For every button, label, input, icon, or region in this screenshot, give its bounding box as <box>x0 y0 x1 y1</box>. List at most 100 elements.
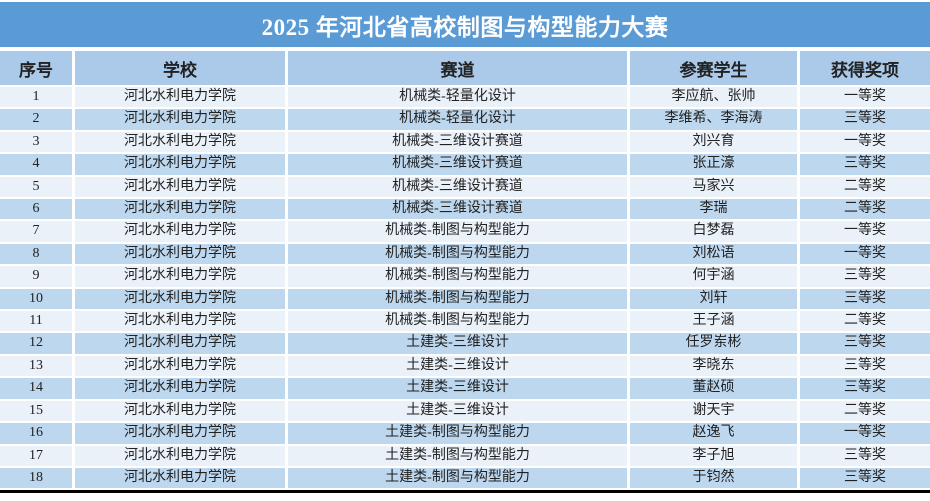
cell-award: 一等奖 <box>800 243 930 267</box>
table-row: 3 河北水利电力学院 机械类-三维设计赛道 刘兴育 一等奖 <box>0 131 930 155</box>
cell-school: 河北水利电力学院 <box>75 154 288 177</box>
cell-award: 一等奖 <box>800 87 930 110</box>
cell-track: 机械类-轻量化设计 <box>288 109 630 132</box>
table-row: 7 河北水利电力学院 机械类-制图与构型能力 白梦磊 一等奖 <box>0 221 930 244</box>
cell-school: 河北水利电力学院 <box>75 87 288 110</box>
cell-index: 2 <box>0 109 75 132</box>
cell-track: 土建类-三维设计 <box>288 400 630 424</box>
cell-school: 河北水利电力学院 <box>75 355 288 379</box>
cell-award: 三等奖 <box>800 266 930 289</box>
cell-award: 三等奖 <box>800 445 930 468</box>
cell-students: 张正濠 <box>630 154 800 177</box>
cell-school: 河北水利电力学院 <box>75 266 288 289</box>
cell-award: 三等奖 <box>800 154 930 177</box>
cell-students: 李维希、李海涛 <box>630 109 800 132</box>
page-title: 2025 年河北省高校制图与构型能力大赛 <box>261 14 669 40</box>
cell-students: 何宇涵 <box>630 266 800 289</box>
awards-table-container: 序号 学校 赛道 参赛学生 获得奖项 1 河北水利电力学院 机械类-轻量化设计 李应航… <box>0 51 930 494</box>
cell-track: 机械类-三维设计赛道 <box>288 154 630 177</box>
cell-index: 7 <box>0 221 75 244</box>
cell-index: 16 <box>0 423 75 446</box>
cell-track: 机械类-制图与构型能力 <box>288 311 630 334</box>
cell-students: 刘轩 <box>630 288 800 312</box>
cell-track: 机械类-制图与构型能力 <box>288 288 630 312</box>
awards-table: 序号 学校 赛道 参赛学生 获得奖项 1 河北水利电力学院 机械类-轻量化设计 李应航… <box>0 51 930 491</box>
table-header: 序号 学校 赛道 参赛学生 获得奖项 <box>0 51 930 87</box>
cell-award: 二等奖 <box>800 400 930 424</box>
cell-school: 河北水利电力学院 <box>75 378 288 401</box>
cell-school: 河北水利电力学院 <box>75 221 288 244</box>
cell-students: 任罗岽彬 <box>630 333 800 356</box>
col-header-school: 学校 <box>75 51 288 87</box>
cell-index: 12 <box>0 333 75 356</box>
col-header-index: 序号 <box>0 51 75 87</box>
cell-index: 3 <box>0 131 75 155</box>
cell-track: 土建类-三维设计 <box>288 378 630 401</box>
table-row: 10 河北水利电力学院 机械类-制图与构型能力 刘轩 三等奖 <box>0 288 930 312</box>
table-row: 8 河北水利电力学院 机械类-制图与构型能力 刘松语 一等奖 <box>0 243 930 267</box>
cell-students: 李晓东 <box>630 355 800 379</box>
col-header-award: 获得奖项 <box>800 51 930 87</box>
cell-students: 赵逸飞 <box>630 423 800 446</box>
cell-track: 机械类-三维设计赛道 <box>288 199 630 222</box>
col-header-track: 赛道 <box>288 51 630 87</box>
cell-students: 董赵硕 <box>630 378 800 401</box>
cell-school: 河北水利电力学院 <box>75 467 288 491</box>
table-row: 1 河北水利电力学院 机械类-轻量化设计 李应航、张帅 一等奖 <box>0 87 930 110</box>
table-row: 12 河北水利电力学院 土建类-三维设计 任罗岽彬 三等奖 <box>0 333 930 356</box>
table-row: 15 河北水利电力学院 土建类-三维设计 谢天宇 二等奖 <box>0 400 930 424</box>
table-row: 11 河北水利电力学院 机械类-制图与构型能力 王子涵 二等奖 <box>0 311 930 334</box>
cell-students: 刘松语 <box>630 243 800 267</box>
cell-award: 三等奖 <box>800 109 930 132</box>
cell-index: 6 <box>0 199 75 222</box>
cell-school: 河北水利电力学院 <box>75 311 288 334</box>
table-row: 2 河北水利电力学院 机械类-轻量化设计 李维希、李海涛 三等奖 <box>0 109 930 132</box>
cell-school: 河北水利电力学院 <box>75 288 288 312</box>
cell-award: 三等奖 <box>800 355 930 379</box>
cell-index: 17 <box>0 445 75 468</box>
cell-index: 13 <box>0 355 75 379</box>
cell-track: 机械类-三维设计赛道 <box>288 131 630 155</box>
cell-school: 河北水利电力学院 <box>75 109 288 132</box>
cell-award: 二等奖 <box>800 199 930 222</box>
page-title-bar: 2025 年河北省高校制图与构型能力大赛 <box>0 2 930 47</box>
cell-index: 9 <box>0 266 75 289</box>
table-row: 9 河北水利电力学院 机械类-制图与构型能力 何宇涵 三等奖 <box>0 266 930 289</box>
cell-track: 机械类-三维设计赛道 <box>288 176 630 200</box>
cell-track: 土建类-三维设计 <box>288 333 630 356</box>
cell-award: 二等奖 <box>800 176 930 200</box>
cell-index: 18 <box>0 467 75 491</box>
col-header-students: 参赛学生 <box>630 51 800 87</box>
cell-school: 河北水利电力学院 <box>75 445 288 468</box>
table-body: 1 河北水利电力学院 机械类-轻量化设计 李应航、张帅 一等奖 2 河北水利电力学院 机械类-… <box>0 87 930 491</box>
table-row: 17 河北水利电力学院 土建类-制图与构型能力 李子旭 三等奖 <box>0 445 930 468</box>
cell-track: 土建类-制图与构型能力 <box>288 423 630 446</box>
cell-track: 机械类-轻量化设计 <box>288 87 630 110</box>
cell-track: 机械类-制图与构型能力 <box>288 243 630 267</box>
cell-students: 马家兴 <box>630 176 800 200</box>
cell-index: 8 <box>0 243 75 267</box>
cell-index: 11 <box>0 311 75 334</box>
table-row: 13 河北水利电力学院 土建类-三维设计 李晓东 三等奖 <box>0 355 930 379</box>
table-row: 4 河北水利电力学院 机械类-三维设计赛道 张正濠 三等奖 <box>0 154 930 177</box>
header-row: 序号 学校 赛道 参赛学生 获得奖项 <box>0 51 930 87</box>
table-row: 6 河北水利电力学院 机械类-三维设计赛道 李瑞 二等奖 <box>0 199 930 222</box>
table-row: 5 河北水利电力学院 机械类-三维设计赛道 马家兴 二等奖 <box>0 176 930 200</box>
cell-school: 河北水利电力学院 <box>75 423 288 446</box>
cell-students: 李子旭 <box>630 445 800 468</box>
cell-students: 李瑞 <box>630 199 800 222</box>
cell-index: 10 <box>0 288 75 312</box>
cell-students: 刘兴育 <box>630 131 800 155</box>
cell-award: 三等奖 <box>800 467 930 491</box>
cell-track: 机械类-制图与构型能力 <box>288 266 630 289</box>
cell-track: 土建类-三维设计 <box>288 355 630 379</box>
cell-school: 河北水利电力学院 <box>75 400 288 424</box>
cell-award: 二等奖 <box>800 311 930 334</box>
cell-award: 一等奖 <box>800 131 930 155</box>
cell-students: 于钧然 <box>630 467 800 491</box>
cell-award: 一等奖 <box>800 423 930 446</box>
cell-track: 机械类-制图与构型能力 <box>288 221 630 244</box>
cell-school: 河北水利电力学院 <box>75 243 288 267</box>
cell-award: 三等奖 <box>800 333 930 356</box>
cell-award: 三等奖 <box>800 288 930 312</box>
